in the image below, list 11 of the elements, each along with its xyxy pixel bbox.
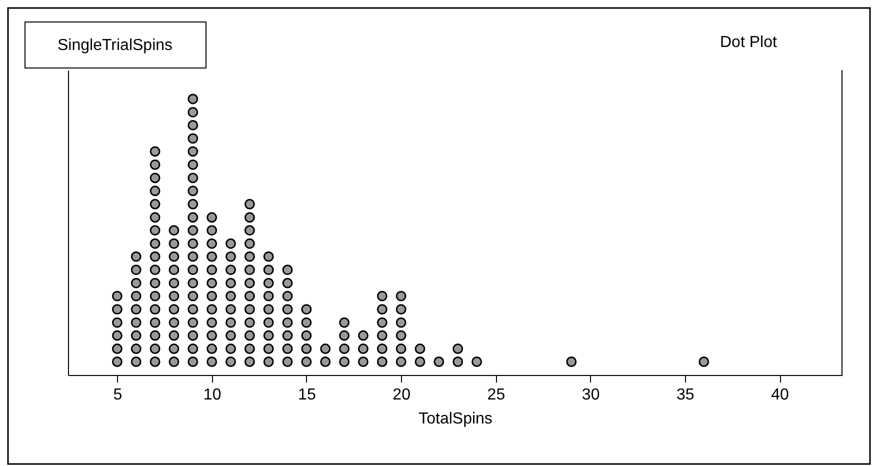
- x-tick-label: 35: [676, 386, 694, 404]
- x-axis-title: TotalSpins: [418, 410, 492, 428]
- x-tick-label: 20: [392, 386, 411, 404]
- x-tick-label: 40: [771, 386, 790, 404]
- text: Dot Plot: [720, 34, 778, 51]
- x-tick-label: 25: [487, 386, 506, 404]
- x-tick-label: 15: [298, 386, 316, 404]
- x-tick-label: 30: [582, 386, 600, 404]
- chart-title: SingleTrialSpins: [57, 37, 173, 54]
- x-tick-label: 5: [113, 386, 122, 404]
- x-tick-label: 10: [203, 386, 222, 404]
